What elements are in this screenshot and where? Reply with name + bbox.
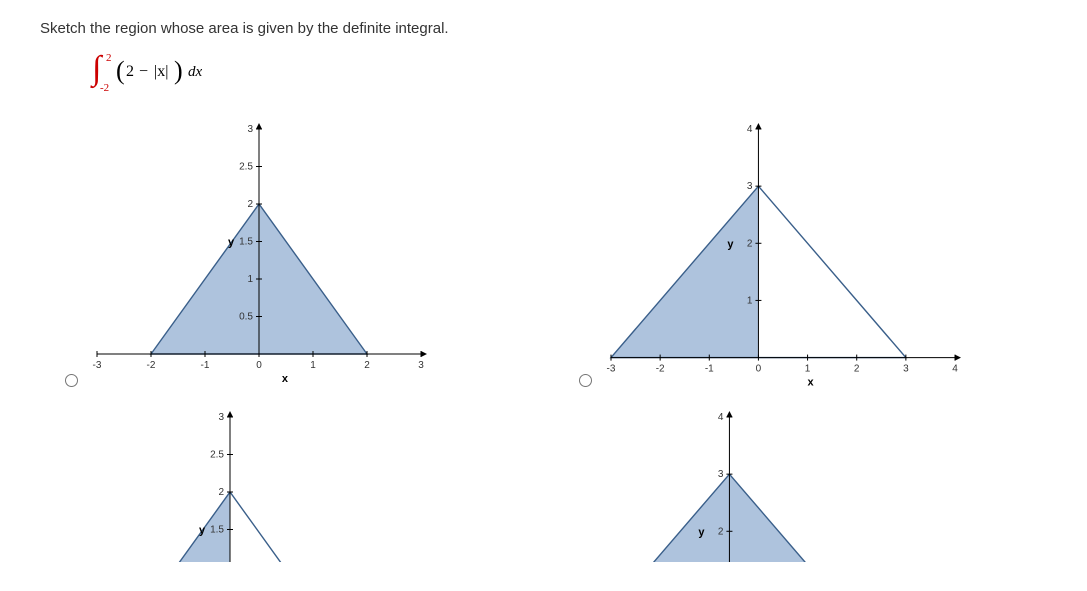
svg-text:0: 0	[755, 364, 761, 375]
option-2-radio[interactable]	[579, 374, 592, 387]
question-text: Sketch the region whose area is given by…	[40, 20, 1047, 37]
svg-text:3: 3	[218, 412, 224, 423]
svg-text:2: 2	[853, 364, 859, 375]
svg-text:4: 4	[746, 124, 752, 135]
svg-text:1.5: 1.5	[210, 525, 224, 536]
chart-4: -3-2-1012341234xy	[574, 409, 934, 562]
chart-3: -3-2-101230.511.522.53xy	[60, 409, 400, 562]
svg-text:2: 2	[364, 360, 370, 371]
svg-text:2: 2	[218, 487, 224, 498]
option-4: -3-2-1012341234xy	[574, 409, 1048, 562]
svg-text:1.5: 1.5	[239, 237, 253, 248]
svg-text:-2: -2	[147, 360, 156, 371]
svg-text:1: 1	[310, 360, 316, 371]
options-grid: -3 -2 -1 0 1 2 3 0.5 1 1.5 2 2.5 3 x y -3 -2 -1 0 1 2 3 4 1 2 3 4…	[60, 121, 1047, 562]
svg-text:dx: dx	[188, 64, 203, 80]
svg-text:0: 0	[256, 360, 262, 371]
option-1-radio[interactable]	[65, 374, 78, 387]
svg-text:2: 2	[717, 526, 723, 537]
svg-text:|x|: |x|	[154, 63, 168, 80]
svg-text:3: 3	[418, 360, 424, 371]
svg-text:3: 3	[746, 181, 752, 192]
svg-text:-1: -1	[704, 364, 713, 375]
svg-text:3: 3	[247, 124, 253, 135]
svg-text:2: 2	[126, 63, 134, 80]
svg-text:2: 2	[247, 199, 253, 210]
svg-text:3: 3	[903, 364, 909, 375]
svg-text:2.5: 2.5	[239, 162, 253, 173]
integral-svg: ∫ 2 -2 ( 2 − |x| ) dx	[90, 49, 250, 93]
option-3: -3-2-101230.511.522.53xy	[60, 409, 534, 562]
svg-text:): )	[174, 56, 183, 85]
svg-text:1: 1	[746, 295, 752, 306]
svg-text:y: y	[199, 525, 206, 537]
svg-text:y: y	[228, 237, 235, 249]
chart-1: -3 -2 -1 0 1 2 3 0.5 1 1.5 2 2.5 3 x y	[89, 121, 429, 391]
svg-text:x: x	[807, 377, 814, 389]
svg-text:3: 3	[717, 469, 723, 480]
svg-text:y: y	[698, 526, 705, 538]
svg-text:x: x	[282, 373, 289, 385]
svg-text:2: 2	[746, 238, 752, 249]
chart-2: -3 -2 -1 0 1 2 3 4 1 2 3 4 x y	[603, 121, 963, 391]
svg-text:-3: -3	[93, 360, 102, 371]
option-2: -3 -2 -1 0 1 2 3 4 1 2 3 4 x y	[574, 121, 1048, 399]
svg-text:1: 1	[804, 364, 810, 375]
integral-formula: ∫ 2 -2 ( 2 − |x| ) dx	[90, 49, 1047, 93]
svg-text:-3: -3	[606, 364, 615, 375]
svg-text:-2: -2	[100, 82, 109, 93]
svg-text:2.5: 2.5	[210, 450, 224, 461]
svg-text:(: (	[116, 56, 125, 85]
svg-text:-2: -2	[655, 364, 664, 375]
svg-text:-1: -1	[201, 360, 210, 371]
svg-text:0.5: 0.5	[239, 312, 253, 323]
svg-text:4: 4	[952, 364, 958, 375]
svg-text:2: 2	[106, 52, 112, 64]
svg-text:4: 4	[717, 412, 723, 423]
svg-text:−: −	[139, 63, 148, 80]
svg-text:1: 1	[247, 274, 253, 285]
option-1: -3 -2 -1 0 1 2 3 0.5 1 1.5 2 2.5 3 x y	[60, 121, 534, 399]
svg-text:y: y	[727, 238, 734, 250]
